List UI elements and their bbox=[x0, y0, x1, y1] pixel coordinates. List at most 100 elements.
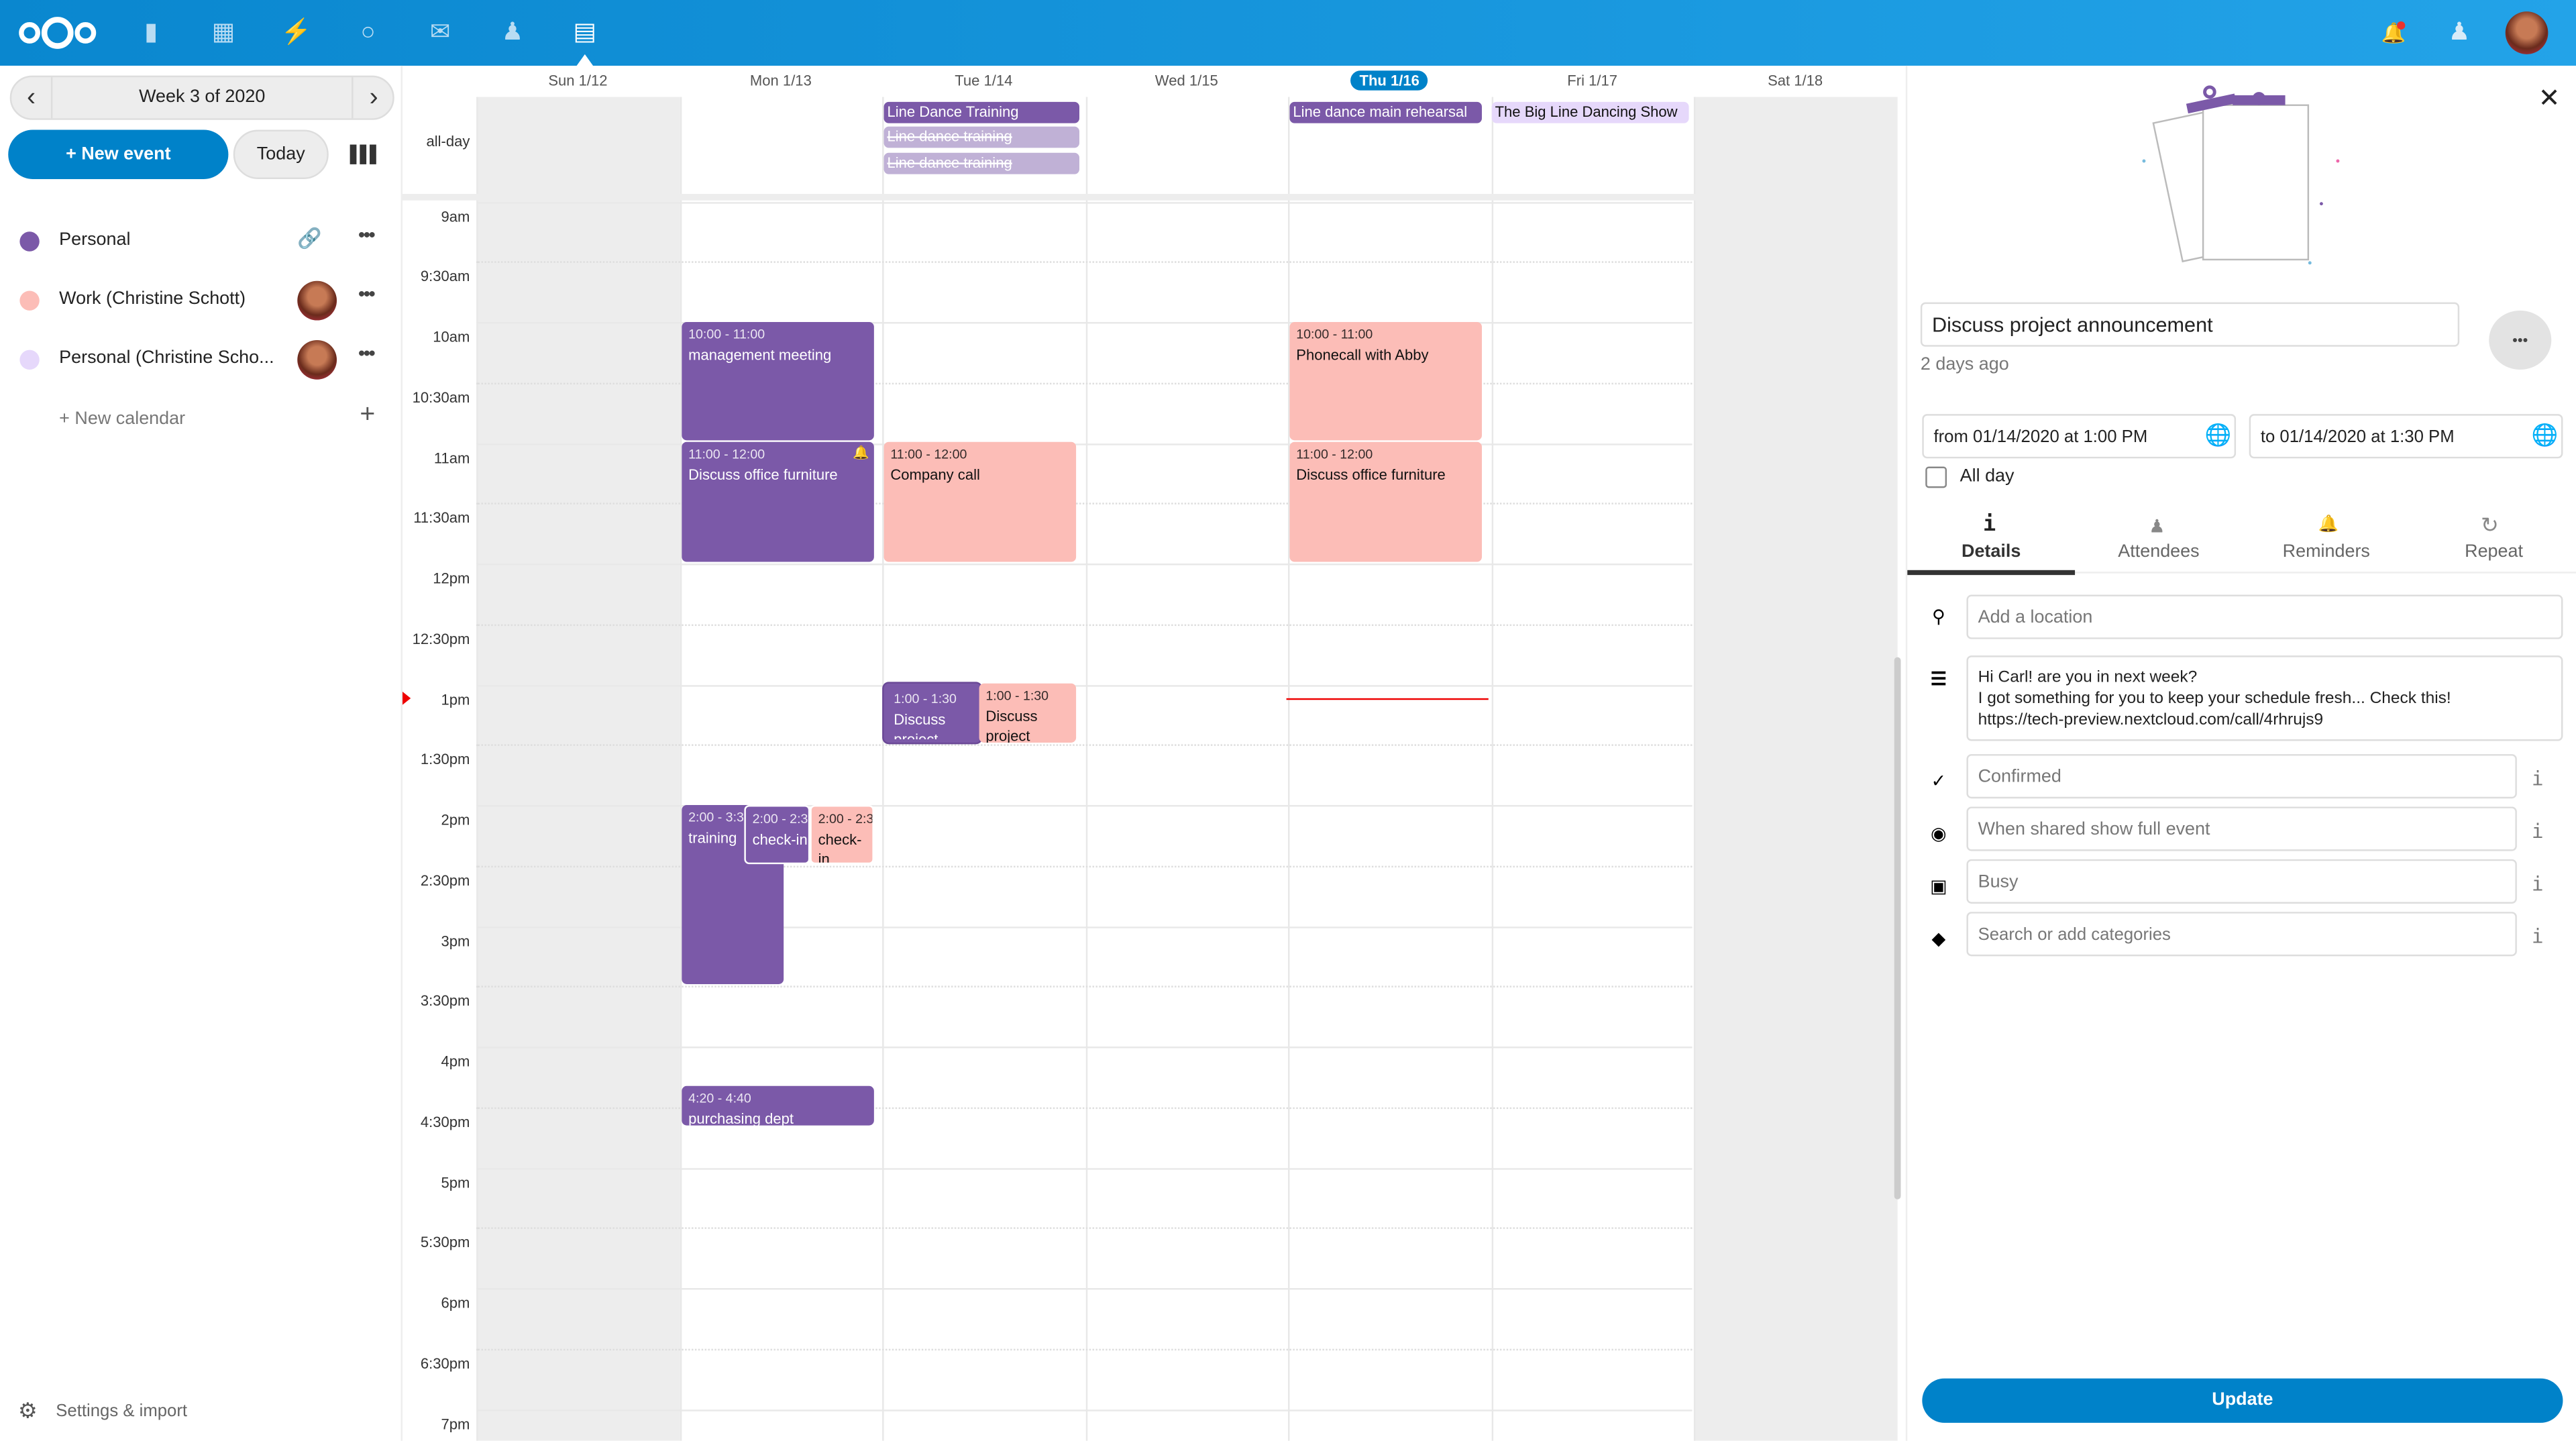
timezone-globe-icon[interactable]: 🌐 bbox=[2204, 422, 2232, 447]
scrollbar[interactable] bbox=[1894, 657, 1901, 1199]
more-options-icon[interactable]: ••• bbox=[358, 223, 376, 247]
categories-info-icon[interactable]: i bbox=[2531, 924, 2544, 949]
contacts-icon[interactable]: ♟ bbox=[501, 17, 524, 46]
calendar-item-personal[interactable]: Personal 🔗 ••• bbox=[0, 212, 402, 271]
previous-week-button[interactable]: ‹ bbox=[11, 77, 53, 119]
description-line: Hi Carl! are you in next week? bbox=[1978, 668, 2198, 686]
location-input[interactable]: Add a location bbox=[1966, 594, 2563, 639]
update-button[interactable]: Update bbox=[1922, 1378, 2563, 1423]
allday-event[interactable]: Line dance main rehearsal bbox=[1289, 101, 1482, 123]
all-day-checkbox[interactable] bbox=[1925, 466, 1947, 488]
next-week-button[interactable]: › bbox=[352, 77, 394, 119]
timezone-globe-icon[interactable]: 🌐 bbox=[2531, 422, 2559, 447]
calendar-item-work[interactable]: Work (Christine Schott) ••• bbox=[0, 271, 402, 330]
time-label: 2pm bbox=[441, 811, 470, 829]
day-header[interactable]: Wed 1/15 bbox=[1085, 66, 1288, 97]
event-selected[interactable]: 1:00 - 1:30 Discuss project announcement bbox=[883, 683, 981, 743]
event[interactable]: 10:00 - 11:00 Phonecall with Abby bbox=[1289, 322, 1482, 441]
add-icon[interactable]: + bbox=[360, 401, 376, 429]
activity-icon[interactable]: ⚡ bbox=[280, 17, 312, 46]
close-icon[interactable]: ✕ bbox=[2538, 85, 2561, 113]
status-info-icon[interactable]: i bbox=[2531, 767, 2544, 790]
event-title-input[interactable]: Discuss project announcement bbox=[1920, 302, 2460, 347]
day-header[interactable]: Sat 1/18 bbox=[1694, 66, 1896, 97]
availability-select[interactable]: Busy bbox=[1966, 859, 2517, 904]
active-tab-indicator bbox=[1907, 570, 2076, 576]
allday-event[interactable]: The Big Line Dancing Show bbox=[1491, 101, 1689, 123]
event[interactable]: 4:20 - 4:40 purchasing dept bbox=[682, 1085, 874, 1126]
day-column[interactable] bbox=[679, 97, 882, 1441]
event-illustration-icon bbox=[2142, 85, 2340, 265]
event[interactable]: 2:00 - 2:30 check-in bbox=[810, 805, 874, 865]
new-calendar-button[interactable]: + New calendar bbox=[59, 409, 186, 429]
bell-icon: 🔔 bbox=[853, 445, 869, 460]
event[interactable]: 11:00 - 12:00 Discuss office furniture 🔔 bbox=[682, 441, 874, 562]
calendar-color-dot[interactable] bbox=[19, 350, 40, 370]
more-actions-button[interactable]: ••• bbox=[2489, 310, 2552, 370]
tab-repeat[interactable]: Repeat bbox=[2465, 542, 2524, 562]
event[interactable]: 2:00 - 2:30 check-in bbox=[744, 805, 810, 865]
allday-event-cancelled[interactable]: Line dance training bbox=[883, 152, 1079, 174]
event[interactable]: 1:00 - 1:30 Discuss project bbox=[979, 683, 1077, 743]
calendar-item-personal-shared[interactable]: Personal (Christine Scho... ••• bbox=[0, 330, 402, 389]
tab-attendees[interactable]: Attendees bbox=[2118, 542, 2200, 562]
view-switcher-icon[interactable] bbox=[350, 144, 376, 164]
contacts-menu-icon[interactable]: ♟ bbox=[2448, 17, 2471, 46]
day-column[interactable] bbox=[476, 97, 680, 1441]
visibility-info-icon[interactable]: i bbox=[2531, 820, 2544, 843]
files-icon[interactable]: ▮ bbox=[144, 17, 158, 46]
time-label: 1pm bbox=[441, 690, 470, 708]
day-column[interactable] bbox=[1288, 97, 1491, 1441]
day-header[interactable]: Thu 1/16 bbox=[1288, 66, 1491, 97]
attendees-icon: ♟ bbox=[2149, 517, 2165, 537]
gear-icon[interactable]: ⚙ bbox=[17, 1398, 38, 1423]
availability-info-icon[interactable]: i bbox=[2531, 872, 2544, 896]
day-header[interactable]: Sun 1/12 bbox=[476, 66, 679, 97]
time-gridline bbox=[476, 1288, 1693, 1290]
calendar-color-dot[interactable] bbox=[19, 290, 40, 311]
status-select[interactable]: Confirmed bbox=[1966, 754, 2517, 799]
day-column[interactable] bbox=[1491, 97, 1693, 1441]
time-label: 10:30am bbox=[412, 388, 470, 406]
day-header[interactable]: Tue 1/14 bbox=[882, 66, 1085, 97]
visibility-select[interactable]: When shared show full event bbox=[1966, 806, 2517, 851]
end-date-value: to 01/14/2020 at 1:30 PM bbox=[2260, 426, 2455, 446]
new-event-button[interactable]: + New event bbox=[8, 129, 229, 179]
time-gridline bbox=[476, 382, 1693, 384]
tab-reminders[interactable]: Reminders bbox=[2282, 542, 2370, 562]
day-column[interactable] bbox=[882, 97, 1085, 1441]
end-date-input[interactable]: to 01/14/2020 at 1:30 PM bbox=[2249, 414, 2563, 459]
time-label: 12:30pm bbox=[412, 630, 470, 647]
user-avatar[interactable] bbox=[2505, 11, 2548, 54]
event[interactable]: 11:00 - 12:00 Company call bbox=[883, 441, 1077, 562]
description-textarea[interactable]: Hi Carl! are you in next week? I got som… bbox=[1966, 655, 2563, 741]
tab-details[interactable]: Details bbox=[1961, 542, 2021, 562]
event[interactable]: 11:00 - 12:00 Discuss office furniture bbox=[1289, 441, 1482, 562]
allday-event[interactable]: Line Dance Training bbox=[883, 101, 1079, 123]
nextcloud-logo-icon[interactable] bbox=[16, 15, 98, 51]
categories-input[interactable]: Search or add categories bbox=[1966, 912, 2517, 957]
settings-import-link[interactable]: Settings & import bbox=[56, 1401, 188, 1422]
share-link-icon[interactable]: 🔗 bbox=[297, 226, 322, 250]
more-options-icon[interactable]: ••• bbox=[358, 282, 376, 306]
time-gridline bbox=[476, 624, 1693, 626]
event[interactable]: 10:00 - 11:00 management meeting bbox=[682, 322, 874, 441]
talk-icon[interactable]: ○ bbox=[360, 17, 376, 46]
more-options-icon[interactable]: ••• bbox=[358, 341, 376, 365]
start-date-input[interactable]: from 01/14/2020 at 1:00 PM bbox=[1922, 414, 2237, 459]
week-label[interactable]: Week 3 of 2020 bbox=[139, 87, 266, 107]
mail-icon[interactable]: ✉ bbox=[429, 17, 451, 46]
day-header[interactable]: Mon 1/13 bbox=[680, 66, 882, 97]
day-header[interactable]: Fri 1/17 bbox=[1491, 66, 1693, 97]
allday-event-cancelled[interactable]: Line dance training bbox=[883, 126, 1079, 148]
day-column[interactable] bbox=[1085, 97, 1288, 1441]
today-button[interactable]: Today bbox=[233, 129, 329, 179]
calendar-color-dot[interactable] bbox=[19, 231, 40, 252]
event-time: 2:00 - 3:30 bbox=[688, 810, 751, 825]
event-title: purchasing dept bbox=[688, 1110, 794, 1126]
allday-divider bbox=[402, 193, 1898, 201]
day-header-label: Fri 1/17 bbox=[1567, 72, 1618, 89]
photos-icon[interactable]: ▦ bbox=[211, 17, 235, 46]
day-column[interactable] bbox=[1693, 97, 1897, 1441]
calendar-icon[interactable]: ▤ bbox=[573, 17, 597, 46]
